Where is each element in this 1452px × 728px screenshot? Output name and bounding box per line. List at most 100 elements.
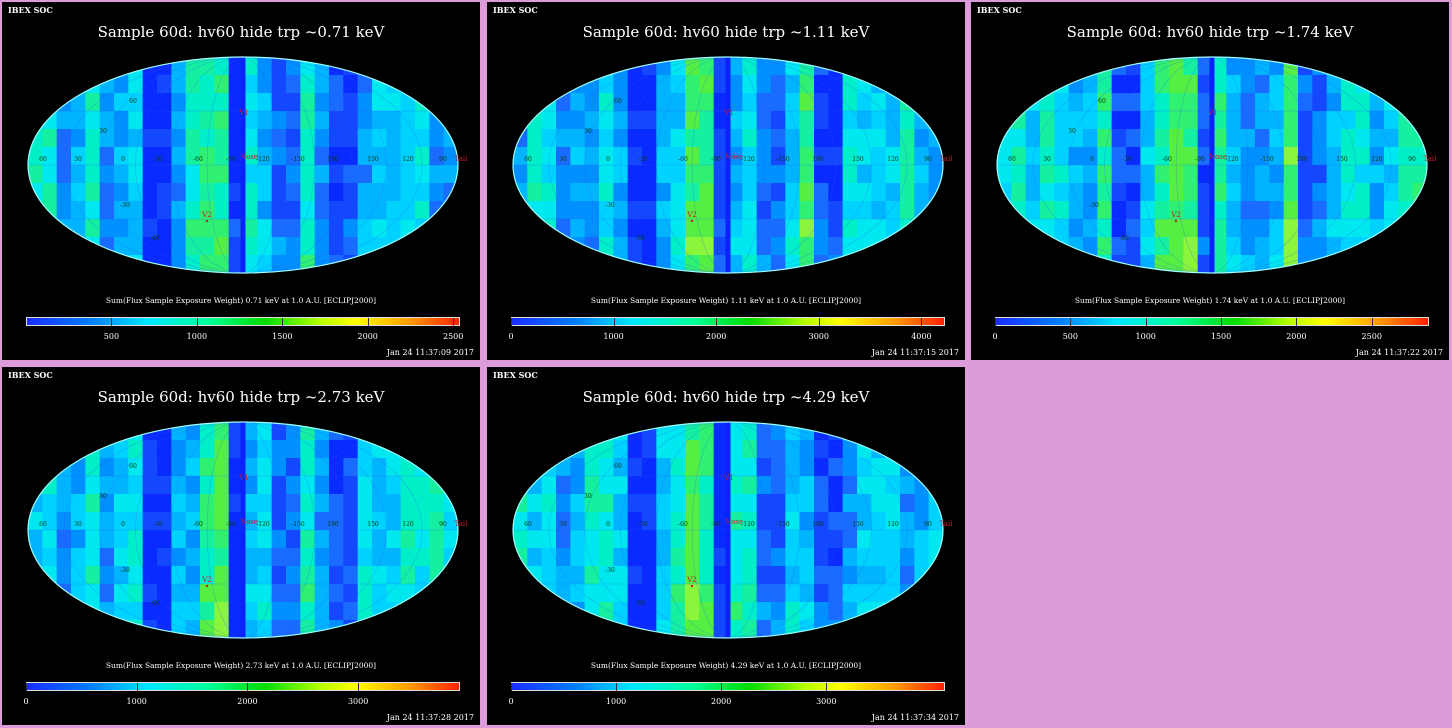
- map-pixel: [271, 75, 287, 94]
- map-pixel: [785, 129, 801, 148]
- map-pixel: [1384, 201, 1399, 220]
- map-pixel: [1154, 219, 1170, 238]
- map-pixel: [243, 458, 258, 477]
- map-pixel: [372, 494, 387, 513]
- map-pixel: [670, 201, 686, 220]
- map-pixel: [1011, 93, 1027, 112]
- map-pixel: [1283, 57, 1299, 76]
- map-pixel: [1025, 183, 1041, 202]
- map-pixel: [214, 219, 230, 238]
- map-pixel: [857, 620, 872, 638]
- map-pixel: [513, 494, 528, 513]
- map-pixel: [1341, 201, 1356, 220]
- map-pixel: [928, 237, 943, 256]
- map-pixel: [415, 255, 430, 273]
- map-pixel: [171, 165, 187, 184]
- map-pixel: [71, 255, 86, 273]
- map-pixel: [928, 530, 943, 549]
- map-pixel: [728, 237, 743, 256]
- map-pixel: [885, 165, 901, 184]
- longitude-label: -90: [711, 521, 721, 528]
- map-pixel: [642, 512, 657, 531]
- map-pixel: [699, 201, 715, 220]
- latitude-label: 60: [614, 463, 622, 470]
- map-pixel: [314, 422, 330, 441]
- map-pixel: [1126, 129, 1141, 148]
- map-pixel: [1169, 183, 1184, 202]
- map-pixel: [885, 530, 901, 549]
- map-pixel: [513, 440, 528, 459]
- map-pixel: [857, 584, 872, 603]
- map-pixel: [71, 476, 86, 495]
- map-pixel: [756, 147, 772, 166]
- map-pixel: [271, 183, 287, 202]
- map-pixel: [314, 548, 330, 567]
- map-pixel: [1398, 237, 1414, 256]
- map-pixel: [814, 129, 829, 148]
- meridian-line: [656, 57, 800, 273]
- map-pixel: [171, 530, 187, 549]
- map-pixel: [128, 165, 144, 184]
- map-pixel: [314, 183, 330, 202]
- map-pixel: [900, 602, 915, 621]
- map-pixel: [1197, 57, 1213, 76]
- map-pixel: [214, 57, 230, 76]
- map-pixel: [142, 201, 158, 220]
- colorbar-tick-mark: [453, 318, 455, 326]
- map-pixel: [1025, 129, 1041, 148]
- map-pixel: [742, 530, 758, 549]
- map-pixel: [1369, 201, 1385, 220]
- map-pixel: [642, 237, 657, 256]
- map-pixel: [871, 111, 887, 130]
- map-pixel: [429, 219, 445, 238]
- map-pixel: [357, 57, 373, 76]
- map-pixel: [570, 129, 586, 148]
- map-pixel: [443, 422, 458, 441]
- map-pixel: [28, 512, 43, 531]
- longitude-label: 120: [887, 521, 899, 528]
- map-pixel: [699, 57, 715, 76]
- map-pixel: [914, 255, 930, 273]
- map-pixel: [1068, 111, 1084, 130]
- map-pixel: [785, 111, 801, 130]
- map-pixel: [756, 620, 772, 638]
- map-pixel: [699, 183, 715, 202]
- map-pixel: [1054, 147, 1070, 166]
- colorbar-tick-label: 0: [508, 697, 514, 706]
- map-pixel: [271, 620, 287, 638]
- map-pixel: [1384, 129, 1399, 148]
- map-pixel: [771, 440, 786, 459]
- map-pixel: [128, 548, 144, 567]
- nose-label: Nose: [240, 518, 258, 526]
- map-pixel: [541, 440, 557, 459]
- colorbar-tick-mark: [247, 683, 249, 691]
- map-pixel: [1269, 237, 1285, 256]
- map-pixel: [828, 566, 844, 585]
- map-pixel: [871, 422, 887, 441]
- map-pixel: [56, 566, 72, 585]
- map-pixel: [286, 93, 301, 112]
- map-pixel: [656, 129, 672, 148]
- map-pixel: [128, 129, 144, 148]
- longitude-label: 150: [852, 521, 864, 528]
- map-pixel: [799, 476, 815, 495]
- map-pixel: [1197, 201, 1213, 220]
- map-pixel: [871, 165, 887, 184]
- map-pixel: [1355, 201, 1371, 220]
- map-pixel: [799, 512, 815, 531]
- map-pixel: [314, 602, 330, 621]
- map-pixel: [42, 165, 58, 184]
- map-pixel: [114, 255, 129, 273]
- map-pixel: [670, 219, 686, 238]
- map-pixel: [300, 440, 316, 459]
- map-pixel: [584, 584, 600, 603]
- map-pixel: [329, 494, 344, 513]
- map-pixel: [314, 512, 330, 531]
- map-pixel: [1226, 93, 1242, 112]
- map-pixel: [128, 111, 144, 130]
- map-pixel: [599, 147, 614, 166]
- map-pixel: [429, 147, 445, 166]
- map-pixel: [28, 602, 43, 621]
- map-pixel: [1240, 57, 1256, 76]
- map-pixel: [656, 219, 672, 238]
